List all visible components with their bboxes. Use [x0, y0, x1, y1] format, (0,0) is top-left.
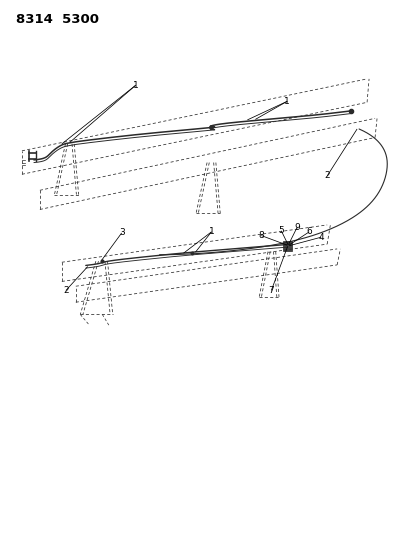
- Text: 2: 2: [324, 172, 330, 180]
- Text: 1: 1: [284, 97, 290, 106]
- Text: 7: 7: [269, 286, 274, 295]
- Bar: [283, 241, 292, 251]
- Text: 6: 6: [306, 228, 312, 236]
- Text: 5: 5: [279, 227, 284, 235]
- Text: 1: 1: [209, 228, 214, 236]
- Text: 1: 1: [133, 81, 138, 90]
- Text: 2: 2: [63, 286, 69, 295]
- Text: 8314  5300: 8314 5300: [16, 13, 99, 26]
- Text: 8: 8: [259, 231, 264, 240]
- Text: 3: 3: [119, 229, 124, 237]
- Text: 9: 9: [294, 223, 300, 231]
- Text: 4: 4: [318, 233, 324, 241]
